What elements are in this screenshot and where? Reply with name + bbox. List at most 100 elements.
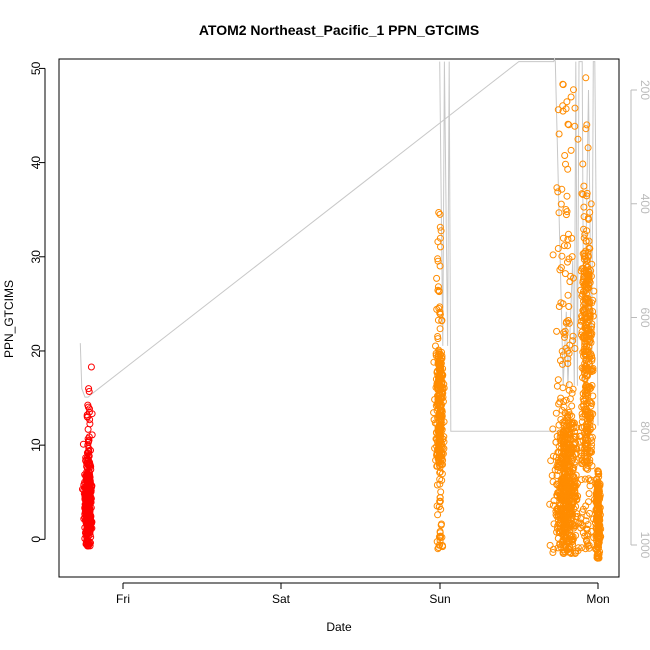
data-point bbox=[595, 492, 602, 500]
data-point bbox=[578, 403, 586, 411]
data-point bbox=[590, 287, 598, 295]
data-point bbox=[588, 323, 596, 331]
y-tick-label: 20 bbox=[29, 344, 43, 358]
data-point bbox=[563, 192, 571, 200]
data-point bbox=[594, 496, 602, 504]
data-point bbox=[560, 420, 568, 427]
data-point bbox=[433, 481, 441, 489]
data-point bbox=[582, 125, 590, 133]
data-point bbox=[557, 264, 565, 272]
data-points bbox=[79, 74, 605, 562]
data-point bbox=[435, 442, 443, 450]
data-point bbox=[587, 402, 595, 410]
data-point bbox=[438, 355, 446, 362]
data-point bbox=[566, 395, 574, 403]
data-point bbox=[88, 431, 96, 439]
data-point bbox=[564, 360, 572, 367]
data-point bbox=[437, 351, 444, 358]
data-point bbox=[558, 252, 566, 260]
data-point bbox=[582, 464, 590, 472]
data-point bbox=[86, 492, 94, 500]
data-point bbox=[570, 492, 578, 500]
data-point bbox=[559, 455, 567, 463]
data-point bbox=[562, 105, 570, 113]
data-point bbox=[435, 373, 443, 381]
data-point bbox=[84, 542, 92, 550]
data-point bbox=[586, 482, 594, 490]
data-point bbox=[582, 384, 590, 391]
data-point bbox=[593, 506, 601, 514]
data-point bbox=[84, 498, 92, 506]
data-point bbox=[583, 189, 591, 197]
data-point bbox=[435, 209, 443, 216]
data-point bbox=[586, 509, 593, 517]
data-point bbox=[585, 498, 592, 506]
x-tick-label: Sun bbox=[429, 592, 450, 606]
data-point bbox=[556, 398, 564, 406]
data-point bbox=[436, 497, 444, 505]
data-point bbox=[583, 439, 591, 447]
data-point bbox=[555, 130, 563, 138]
data-point bbox=[435, 349, 443, 357]
data-point bbox=[555, 303, 563, 310]
data-point bbox=[85, 523, 92, 531]
data-point bbox=[567, 93, 575, 101]
y-tick-label: 30 bbox=[29, 250, 43, 264]
data-point bbox=[437, 379, 445, 387]
data-point bbox=[581, 411, 589, 418]
data-point bbox=[574, 135, 582, 143]
data-point bbox=[559, 502, 567, 510]
data-point bbox=[436, 210, 444, 218]
data-point bbox=[436, 498, 444, 506]
data-point bbox=[564, 545, 572, 553]
y-tick-label: 50 bbox=[29, 61, 43, 75]
data-point bbox=[436, 396, 443, 404]
data-point bbox=[567, 550, 575, 557]
data-point bbox=[86, 420, 94, 428]
data-point bbox=[586, 477, 594, 485]
data-point bbox=[579, 522, 587, 530]
data-point bbox=[554, 534, 562, 542]
data-point bbox=[561, 330, 569, 338]
data-point bbox=[436, 368, 444, 376]
data-point bbox=[83, 530, 91, 538]
data-point bbox=[555, 209, 563, 217]
altitude-trace-line-sun bbox=[439, 61, 567, 432]
data-point bbox=[577, 515, 585, 523]
data-point bbox=[578, 449, 586, 457]
data-point bbox=[565, 230, 572, 238]
data-point bbox=[587, 384, 595, 392]
data-point bbox=[553, 184, 561, 192]
data-point bbox=[557, 357, 564, 365]
data-point bbox=[436, 468, 444, 476]
data-point bbox=[564, 355, 572, 363]
data-point bbox=[559, 360, 566, 368]
data-point bbox=[581, 305, 589, 313]
data-point bbox=[434, 333, 442, 340]
data-point bbox=[559, 437, 567, 445]
data-point bbox=[566, 506, 574, 514]
data-point bbox=[583, 269, 591, 277]
data-point bbox=[567, 480, 575, 488]
data-point bbox=[559, 351, 567, 359]
data-point bbox=[434, 283, 442, 291]
chart-title: ATOM2 Northeast_Pacific_1 PPN_GTCIMS bbox=[199, 22, 479, 38]
data-point bbox=[553, 505, 561, 512]
data-point bbox=[568, 253, 576, 261]
data-point bbox=[438, 533, 446, 541]
data-point bbox=[85, 388, 93, 395]
data-point bbox=[436, 537, 444, 545]
data-point bbox=[436, 452, 443, 460]
data-point bbox=[552, 409, 560, 417]
data-point bbox=[567, 492, 575, 499]
data-point bbox=[568, 402, 576, 410]
y-axis-label: PPN_GTCIMS bbox=[2, 280, 16, 358]
data-point bbox=[579, 317, 587, 325]
data-point bbox=[561, 532, 569, 540]
data-point bbox=[561, 327, 569, 335]
data-point bbox=[578, 456, 586, 464]
data-point bbox=[565, 319, 573, 327]
data-point bbox=[584, 274, 592, 282]
data-point bbox=[555, 513, 563, 521]
data-point bbox=[565, 386, 573, 394]
